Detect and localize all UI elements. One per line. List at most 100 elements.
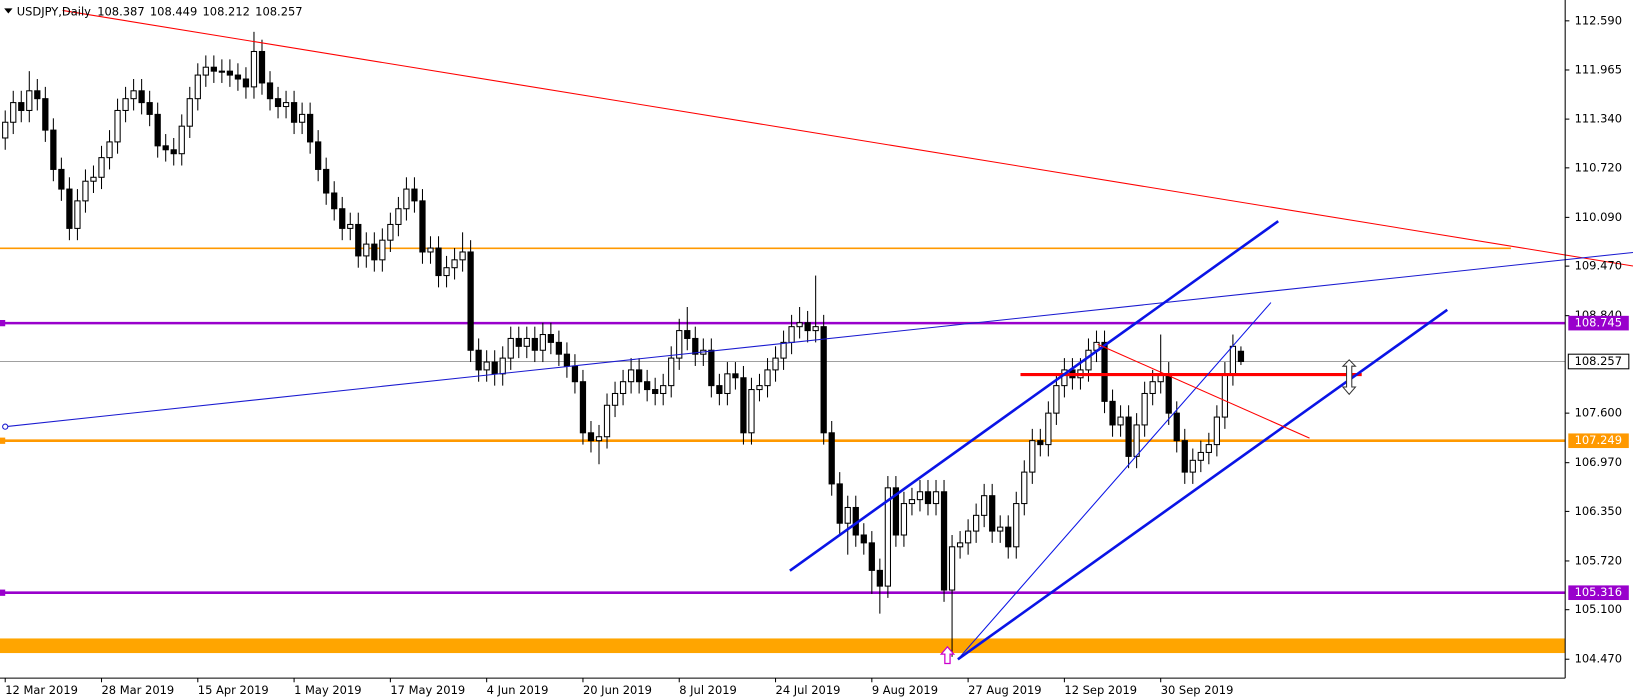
double-arrow [1341, 359, 1357, 396]
current-price-label: 108.257 [1575, 354, 1622, 368]
candle-body [547, 334, 554, 343]
menu-triangle [4, 8, 13, 14]
header: USDJPY,Daily 108.387 108.449 108.212 108.257 [4, 4, 303, 18]
candle-body [507, 337, 514, 359]
candle-body [515, 337, 522, 347]
open-value: 108.387 [97, 4, 144, 18]
candle-body [940, 491, 948, 591]
y-tick-label: 107.600 [1575, 406, 1622, 420]
candle-body [1037, 440, 1044, 446]
candle-body [363, 243, 370, 257]
candle-body [491, 361, 498, 375]
y-tick-label: 106.350 [1575, 504, 1622, 518]
candle-body [122, 98, 129, 111]
up-arrow [939, 645, 956, 665]
candle-body [684, 330, 691, 339]
candle-body [347, 223, 354, 229]
candle-body [1237, 350, 1245, 363]
candle-body [130, 90, 137, 100]
current-price-box [1567, 353, 1630, 370]
candle-body [138, 90, 145, 104]
candle-body [748, 389, 755, 434]
candle-body [708, 349, 715, 387]
candle-body [828, 432, 835, 485]
candle-body [989, 495, 996, 532]
levels [0, 319, 1566, 596]
candle-body [298, 113, 306, 123]
candle-body [323, 168, 330, 194]
candle-body [114, 109, 121, 143]
candle-body [371, 243, 378, 261]
candle-body [523, 337, 530, 347]
candle-body [1205, 444, 1212, 453]
high-value: 108.449 [150, 4, 197, 18]
x-tick-label: 9 Aug 2019 [872, 683, 938, 697]
candle-body [587, 432, 595, 442]
candle-body [1141, 392, 1148, 426]
candle-body [948, 546, 956, 591]
candle-body [868, 542, 875, 571]
candle-body [226, 70, 234, 76]
candle-body [355, 223, 362, 257]
candle-body [956, 542, 964, 548]
candle-body [571, 365, 579, 383]
candle-body [981, 495, 988, 516]
candle-body [210, 66, 217, 72]
candle-body [1149, 381, 1156, 395]
candle-body [997, 526, 1004, 532]
candle-body [1085, 349, 1092, 371]
candle-body [170, 149, 177, 155]
candle-body [483, 361, 490, 371]
x-tick-label: 28 Mar 2019 [102, 683, 175, 697]
level-label-box [1568, 315, 1629, 331]
symbol: USDJPY,Daily [17, 4, 91, 18]
candle-body [1021, 471, 1028, 505]
candle-body [676, 330, 683, 359]
candle-body [772, 357, 779, 371]
candle-body [740, 377, 747, 434]
candle-body [973, 514, 980, 532]
candle-body [1053, 385, 1060, 414]
candle-body [274, 98, 282, 108]
candle-body [1005, 526, 1012, 548]
candle-body [844, 506, 851, 524]
candle-body [635, 369, 643, 383]
candle-body [1125, 416, 1132, 457]
candle-body [58, 168, 65, 190]
candle-body [892, 487, 900, 536]
candle-body [716, 385, 723, 395]
candle-body [1189, 459, 1196, 473]
level-label: 108.745 [1575, 316, 1622, 330]
candle-body [1117, 416, 1124, 426]
candle-body [258, 50, 266, 84]
trend-line [957, 302, 1272, 660]
candle-body [916, 491, 924, 501]
candle-body [860, 534, 867, 544]
level-label-box [1568, 585, 1629, 601]
candle-body [595, 436, 603, 442]
y-tick-label: 110.720 [1575, 160, 1622, 174]
candle-body [459, 251, 466, 261]
candle-body [1229, 345, 1237, 375]
x-tick-label: 27 Aug 2019 [968, 683, 1041, 697]
candle-body [1197, 451, 1204, 461]
candle-body [419, 200, 426, 253]
candle-body [756, 385, 763, 391]
candle-body [218, 70, 225, 73]
candle-body [796, 322, 803, 328]
support-zone [0, 638, 1566, 654]
candle-body [387, 223, 394, 241]
candle-body [724, 373, 731, 395]
candle-body [660, 385, 667, 395]
x-tick-label: 8 Jul 2019 [679, 683, 737, 697]
drawings [2, 9, 1633, 665]
candle-body [467, 251, 474, 351]
candle-body [178, 125, 185, 155]
candle-body [932, 491, 940, 505]
x-tick-label: 15 Apr 2019 [198, 683, 269, 697]
candle-body [780, 341, 787, 359]
candle-body [884, 487, 892, 587]
x-tick-label: 20 Jun 2019 [583, 683, 652, 697]
candle-body [1165, 373, 1172, 414]
